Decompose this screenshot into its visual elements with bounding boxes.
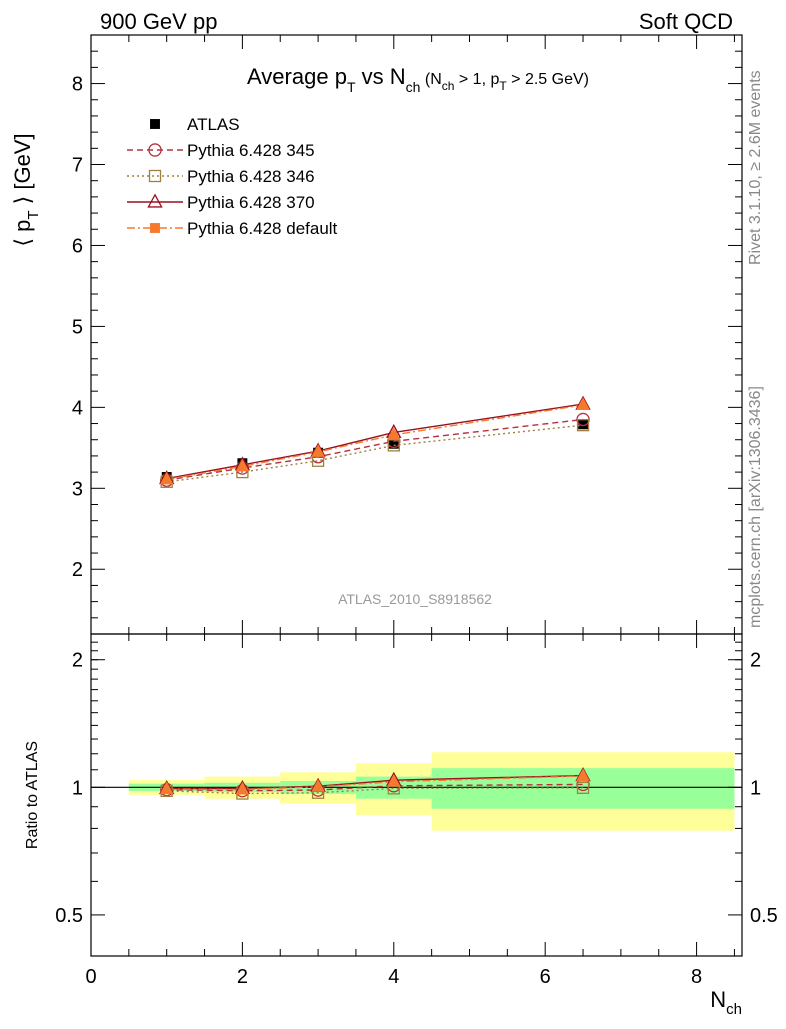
legend-label: ATLAS [187, 115, 240, 134]
legend: ATLAS Pythia 6.428 345 Pythia 6.428 346 Pyt… [127, 115, 338, 238]
legend-label: Pythia 6.428 370 [187, 193, 315, 212]
y-tick-label: 8 [72, 74, 83, 96]
series-point [311, 444, 325, 457]
ratio-series-line [166, 787, 584, 795]
series-point [159, 471, 174, 485]
series-point [235, 458, 250, 472]
legend-marker [150, 223, 160, 233]
y-tick-label: 2 [72, 559, 83, 581]
legend-entry: Pythia 6.428 370 [127, 193, 315, 212]
legend-marker [148, 143, 162, 157]
y-tick-label: 4 [72, 397, 83, 419]
legend-marker [148, 169, 162, 183]
ratio-y-tick-label-right: 1 [750, 777, 761, 799]
x-tick-label: 0 [85, 966, 96, 988]
legend-label: Pythia 6.428 default [187, 219, 338, 238]
ratio-series-point [235, 781, 250, 795]
data-point [388, 438, 399, 449]
series-point [576, 419, 590, 432]
x-tick-label: 6 [540, 966, 551, 988]
legend-entry: Pythia 6.428 345 [127, 141, 315, 160]
series-point [386, 427, 401, 440]
legend-entry: ATLAS [150, 115, 240, 134]
ratio-series-point [311, 779, 325, 792]
mcplots-credit-text: mcplots.cern.ch [arXiv:1306.3436] [747, 386, 764, 628]
ratio-y-tick-label-right: 2 [750, 650, 761, 672]
ratio-y-axis-label: Ratio to ATLAS [24, 741, 41, 849]
ratio-plot-frame [90, 633, 743, 957]
ratio-series-point [386, 774, 401, 787]
legend-label: Pythia 6.428 346 [187, 167, 315, 186]
y-tick-label: 7 [72, 155, 83, 177]
legend-marker [147, 193, 163, 208]
x-tick-label: 2 [237, 966, 248, 988]
legend-marker [150, 119, 160, 129]
ratio-y-tick-label: 0.5 [55, 905, 83, 927]
axes-group: 0 2 4 6 8 2 3 4 5 6 7 8 0.5 0.5 1 1 2 2 [55, 34, 778, 988]
data-point [578, 419, 588, 430]
y-axis-label: ⟨ pT ⟩ [GeV] [10, 133, 42, 246]
rivet-version-text: Rivet 3.1.10, ≥ 2.6M events [747, 70, 764, 265]
ratio-y-tick-label: 2 [72, 650, 83, 672]
main-series-group [159, 395, 591, 488]
header-right: Soft QCD [639, 9, 733, 34]
legend-label: Pythia 6.428 345 [187, 141, 315, 160]
x-tick-label: 8 [691, 966, 702, 988]
ratio-y-tick-label: 1 [72, 777, 83, 799]
y-tick-label: 3 [72, 478, 83, 500]
y-tick-label: 6 [72, 235, 83, 257]
ratio-series-point [576, 781, 590, 794]
legend-entry: Pythia 6.428 default [127, 219, 338, 238]
legend-entry: Pythia 6.428 346 [127, 167, 315, 186]
x-tick-label: 4 [388, 966, 399, 988]
series-point [576, 397, 590, 410]
analysis-watermark: ATLAS_2010_S8918562 [338, 591, 492, 607]
y-tick-label: 5 [72, 316, 83, 338]
series-line [166, 424, 584, 483]
ratio-y-tick-label-right: 0.5 [750, 905, 778, 927]
ratio-series-point [159, 781, 174, 795]
x-axis-label: Nch [710, 987, 742, 1018]
ratio-uncertainty-bands [128, 752, 735, 831]
ratio-series-point [576, 768, 590, 781]
series-line [166, 404, 584, 481]
chart-title: Average pT vs Nch (Nch > 1, pT > 2.5 GeV… [247, 64, 589, 95]
header-left: 900 GeV pp [100, 9, 217, 34]
series-point [387, 439, 400, 452]
ratio-series-group [159, 767, 591, 800]
